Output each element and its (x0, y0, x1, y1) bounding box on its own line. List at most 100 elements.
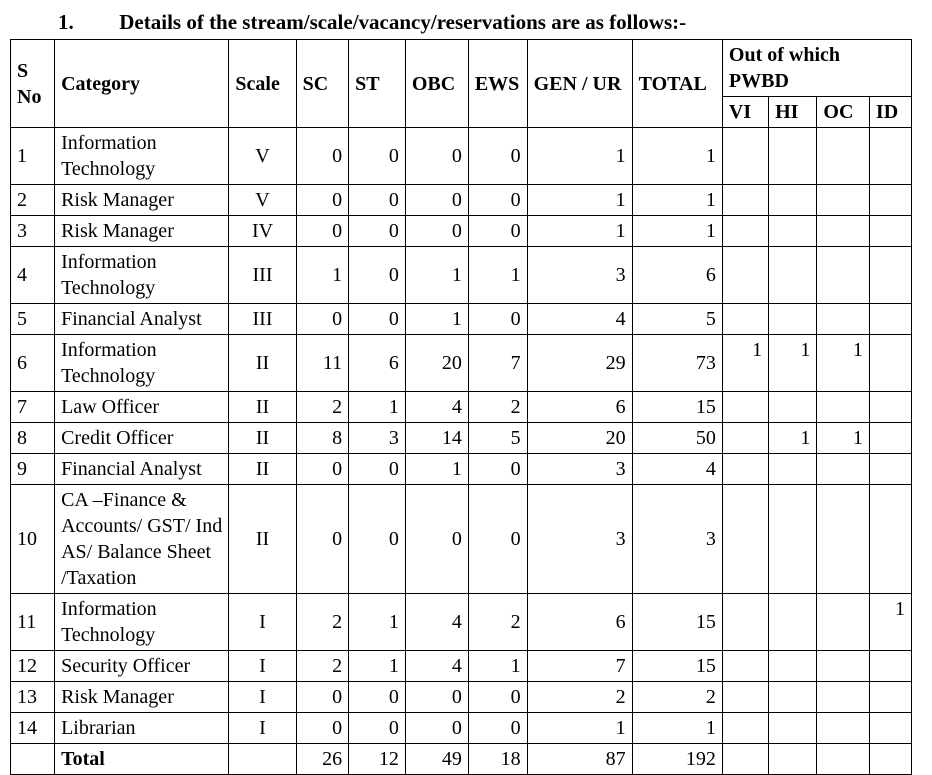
cell-obc: 4 (405, 651, 468, 682)
cell-total: 15 (632, 651, 722, 682)
cell-sno: 5 (11, 304, 55, 335)
cell-id (869, 216, 911, 247)
cell-ews: 2 (468, 392, 527, 423)
cell-obc: 0 (405, 185, 468, 216)
cell-total: 1 (632, 128, 722, 185)
cell-sno: 8 (11, 423, 55, 454)
cell-scale: V (229, 185, 296, 216)
cell-total: 1 (632, 713, 722, 744)
cell-category: Information Technology (55, 128, 229, 185)
cell-gen: 7 (527, 651, 632, 682)
cell-category: Risk Manager (55, 682, 229, 713)
cell-hi (769, 304, 817, 335)
cell-vi (722, 454, 768, 485)
cell-st: 1 (349, 651, 406, 682)
cell-sc: 1 (296, 247, 349, 304)
cell-gen: 2 (527, 682, 632, 713)
table-row: 1Information TechnologyV000011 (11, 128, 912, 185)
cell-scale: I (229, 713, 296, 744)
cell-category: Information Technology (55, 594, 229, 651)
cell-sno: 14 (11, 713, 55, 744)
cell-id (869, 392, 911, 423)
cell-hi: 1 (769, 423, 817, 454)
cell-oc (817, 454, 870, 485)
cell-oc: 1 (817, 423, 870, 454)
cell-sc: 0 (296, 454, 349, 485)
cell-vi (722, 423, 768, 454)
cell-sc: 0 (296, 485, 349, 594)
cell-sc: 0 (296, 713, 349, 744)
cell-oc (817, 682, 870, 713)
total-total: 192 (632, 744, 722, 775)
cell-st: 0 (349, 247, 406, 304)
th-gen: GEN / UR (527, 40, 632, 128)
cell-scale: II (229, 423, 296, 454)
cell-sc: 0 (296, 128, 349, 185)
cell-hi (769, 682, 817, 713)
cell-category: Librarian (55, 713, 229, 744)
th-oc: OC (817, 97, 870, 128)
th-ews: EWS (468, 40, 527, 128)
cell-id (869, 651, 911, 682)
cell-oc (817, 651, 870, 682)
cell-id (869, 304, 911, 335)
table-header: S No Category Scale SC ST OBC EWS GEN / … (11, 40, 912, 128)
cell-sno: 1 (11, 128, 55, 185)
cell-sno: 9 (11, 454, 55, 485)
cell-hi: 1 (769, 335, 817, 392)
cell-scale: IV (229, 216, 296, 247)
cell-id: 1 (869, 594, 911, 651)
cell-sno: 10 (11, 485, 55, 594)
th-sc: SC (296, 40, 349, 128)
table-row: 2Risk ManagerV000011 (11, 185, 912, 216)
heading-text: Details of the stream/scale/vacancy/rese… (119, 10, 686, 34)
cell-total: 2 (632, 682, 722, 713)
cell-st: 0 (349, 216, 406, 247)
cell-scale: III (229, 304, 296, 335)
cell-scale: II (229, 335, 296, 392)
cell-gen: 6 (527, 594, 632, 651)
total-oc (817, 744, 870, 775)
cell-obc: 4 (405, 594, 468, 651)
cell-id (869, 335, 911, 392)
cell-total: 15 (632, 594, 722, 651)
cell-gen: 1 (527, 185, 632, 216)
cell-id (869, 454, 911, 485)
cell-obc: 4 (405, 392, 468, 423)
cell-category: Information Technology (55, 247, 229, 304)
cell-total: 6 (632, 247, 722, 304)
cell-sno: 7 (11, 392, 55, 423)
cell-gen: 20 (527, 423, 632, 454)
cell-sc: 0 (296, 682, 349, 713)
th-vi: VI (722, 97, 768, 128)
cell-ews: 1 (468, 651, 527, 682)
cell-id (869, 485, 911, 594)
total-id (869, 744, 911, 775)
cell-gen: 1 (527, 216, 632, 247)
cell-scale: V (229, 128, 296, 185)
cell-oc: 1 (817, 335, 870, 392)
cell-st: 0 (349, 713, 406, 744)
cell-ews: 0 (468, 485, 527, 594)
cell-sc: 2 (296, 594, 349, 651)
cell-sno: 13 (11, 682, 55, 713)
cell-hi (769, 128, 817, 185)
cell-ews: 0 (468, 682, 527, 713)
th-pwbd-group: Out of which PWBD (722, 40, 911, 97)
cell-category: Law Officer (55, 392, 229, 423)
cell-vi (722, 713, 768, 744)
cell-scale: II (229, 485, 296, 594)
cell-obc: 0 (405, 216, 468, 247)
cell-sc: 2 (296, 651, 349, 682)
total-scale (229, 744, 296, 775)
table-row: 5Financial AnalystIII001045 (11, 304, 912, 335)
table-row: 10CA –Finance & Accounts/ GST/ Ind AS/ B… (11, 485, 912, 594)
th-id: ID (869, 97, 911, 128)
cell-st: 0 (349, 485, 406, 594)
cell-ews: 0 (468, 713, 527, 744)
total-sc: 26 (296, 744, 349, 775)
cell-id (869, 423, 911, 454)
cell-scale: III (229, 247, 296, 304)
cell-total: 50 (632, 423, 722, 454)
cell-vi (722, 651, 768, 682)
